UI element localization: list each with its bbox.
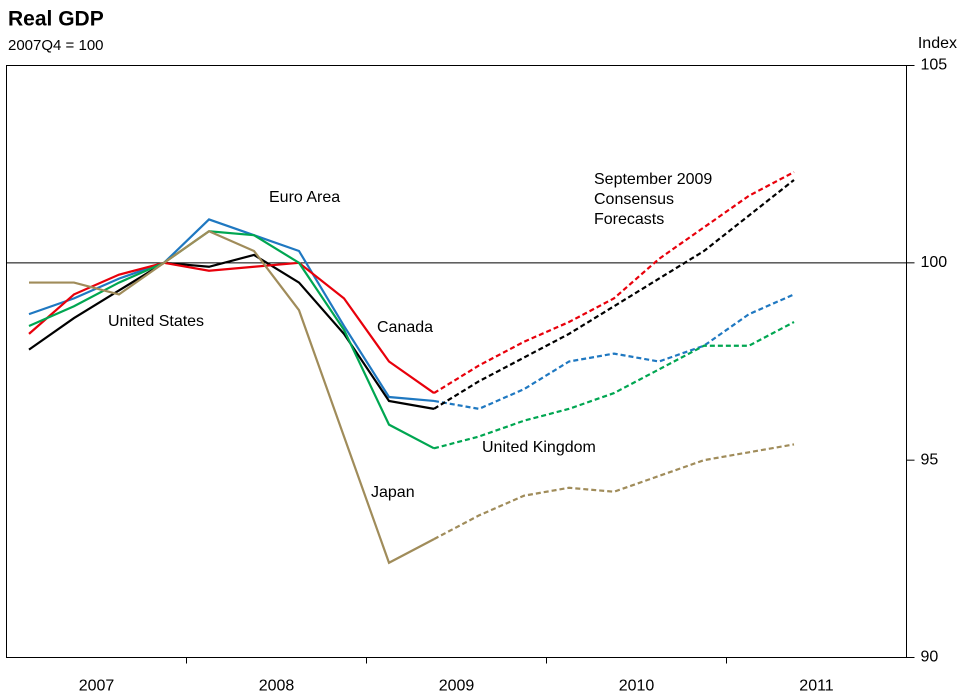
forecast-line: [433, 293, 795, 411]
series-label: Japan: [371, 484, 415, 501]
forecast-line: [433, 321, 795, 450]
forecast-line: [433, 171, 795, 395]
series-line: [28, 218, 435, 403]
chart-subtitle: 2007Q4 = 100: [8, 37, 104, 54]
series-label: Euro Area: [269, 189, 340, 206]
series-label: United States: [108, 313, 204, 330]
series-line: [29, 230, 435, 565]
chart-title: Real GDP: [8, 8, 104, 31]
series-label: Canada: [377, 319, 433, 336]
annotation: September 2009: [594, 171, 712, 188]
annotation: Forecasts: [594, 211, 664, 228]
forecast-line: [433, 443, 795, 541]
y-axis-label: Index: [918, 35, 957, 52]
y-tick-label: 100: [921, 254, 948, 271]
x-tick-label: 2008: [259, 678, 295, 695]
series-label: United Kingdom: [482, 439, 596, 456]
series-line: [28, 253, 435, 410]
annotation: Consensus: [594, 191, 674, 208]
y-tick-label: 90: [921, 649, 939, 666]
y-tick-label: 95: [921, 451, 939, 468]
x-tick-label: 2010: [619, 678, 655, 695]
plot-frame: [6, 65, 907, 658]
y-tick-label: 105: [921, 57, 948, 74]
series-line: [28, 261, 435, 394]
x-tick-label: 2011: [799, 678, 834, 695]
x-tick-label: 2007: [79, 678, 115, 695]
x-tick-label: 2009: [439, 678, 475, 695]
series-line: [28, 230, 435, 450]
